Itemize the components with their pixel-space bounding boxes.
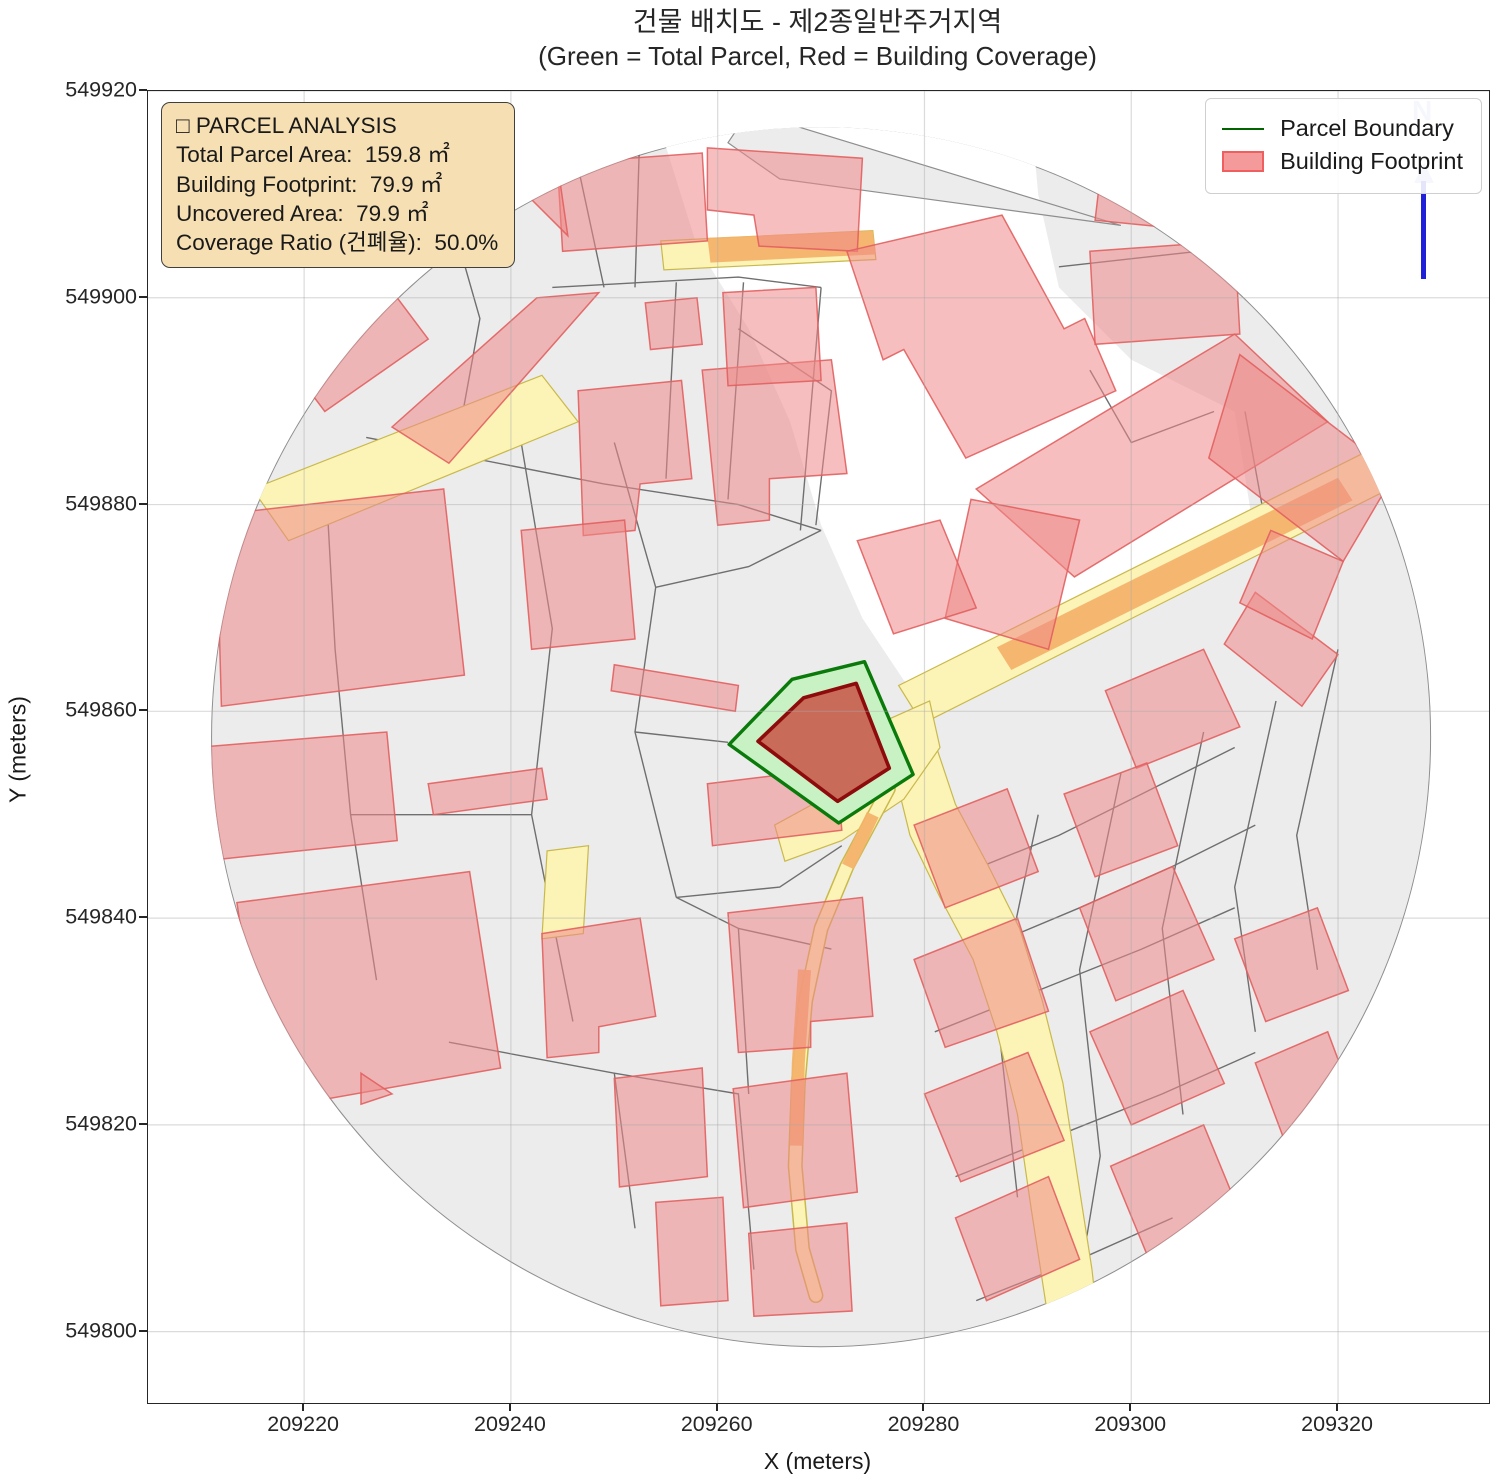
building-footprint [1233, 906, 1350, 1023]
road-building-overlap [842, 811, 879, 870]
building-footprint [706, 147, 864, 253]
legend-item-building-footprint: Building Footprint [1222, 148, 1463, 175]
building-footprint [913, 787, 1040, 909]
building-footprint [1089, 240, 1241, 346]
parcel-line [676, 845, 843, 899]
building-footprint [654, 1196, 729, 1307]
x-tick-label: 209240 [474, 1412, 546, 1436]
building-footprint [1104, 648, 1241, 770]
road-building-overlap [996, 477, 1353, 670]
x-tick-mark [302, 1403, 305, 1411]
target-building-footprint [756, 681, 892, 804]
building-footprint [556, 152, 709, 253]
x-tick-label: 209320 [1301, 1412, 1373, 1436]
y-tick-mark [139, 1329, 147, 1332]
building-footprint [954, 1175, 1081, 1302]
x-tick-mark [1336, 1403, 1339, 1411]
y-axis-label: Y (meters) [4, 696, 31, 803]
building-footprint [1063, 762, 1179, 878]
building-footprint [541, 917, 657, 1059]
building-footprint [1238, 529, 1345, 641]
y-tick-label: 549880 [65, 491, 137, 516]
building-footprint [856, 519, 978, 635]
y-tick-mark [139, 295, 147, 298]
y-tick-label: 549820 [65, 1111, 137, 1136]
building-footprint [236, 870, 502, 1111]
building-footprint [913, 917, 1050, 1049]
parcel-line [634, 731, 729, 743]
building-footprint-patch-icon [1222, 151, 1265, 172]
road [541, 845, 590, 940]
building-footprint [610, 663, 740, 713]
building-footprint [644, 296, 704, 351]
building-footprint [1078, 865, 1215, 1002]
building-footprint [360, 1071, 394, 1106]
building-footprint [520, 519, 636, 651]
x-tick-mark [922, 1403, 925, 1411]
y-tick-mark [139, 709, 147, 712]
parcel-boundary-line-icon [1222, 127, 1265, 130]
y-tick-label: 549920 [65, 77, 137, 102]
y-tick-mark [139, 1122, 147, 1125]
parcel-line [552, 276, 822, 289]
map-layers [211, 127, 1432, 1348]
building-footprint [722, 286, 822, 387]
x-tick-mark [1129, 1403, 1132, 1411]
y-tick-label: 549860 [65, 697, 137, 722]
x-tick-mark [715, 1403, 718, 1411]
chart-title-line1: 건물 배치도 - 제2종일반주거지역 [632, 7, 1003, 37]
y-tick-mark [139, 502, 147, 505]
analysis-title: □ PARCEL ANALYSIS [176, 113, 397, 138]
building-footprint [427, 767, 548, 816]
y-tick-mark [139, 916, 147, 919]
legend-label-building-footprint: Building Footprint [1280, 148, 1463, 174]
building-footprint [215, 488, 466, 708]
y-tick-mark [139, 89, 147, 91]
x-tick-label: 209260 [680, 1412, 753, 1436]
building-footprint [747, 1222, 853, 1317]
x-tick-label: 209280 [887, 1412, 960, 1436]
analysis-total-area: Total Parcel Area: 159.8 ㎡ [176, 142, 450, 168]
parcel-map [148, 91, 1489, 1403]
analysis-building-footprint: Building Footprint: 79.9 ㎡ [176, 171, 443, 197]
building-footprint [701, 358, 848, 527]
building-footprint [732, 1072, 859, 1209]
legend: Parcel Boundary Building Footprint [1205, 98, 1482, 194]
y-tick-label: 549800 [65, 1318, 137, 1343]
building-footprint [923, 1051, 1066, 1183]
parcel-line [1233, 700, 1277, 1032]
building-footprint [211, 731, 399, 863]
parcel-line [366, 436, 822, 532]
parcel-line [655, 529, 822, 588]
y-tick-label: 549840 [65, 904, 137, 929]
building-footprint [845, 214, 1117, 459]
x-tick-label: 209300 [1094, 1412, 1167, 1436]
y-tick-label: 549900 [65, 284, 137, 309]
chart-title: 건물 배치도 - 제2종일반주거지역 (Green = Total Parcel… [147, 6, 1488, 72]
building-footprint [390, 291, 601, 465]
north-arrow-line [1421, 181, 1426, 279]
building-footprint [1088, 989, 1226, 1126]
x-tick-label: 209220 [267, 1412, 339, 1436]
analysis-coverage-ratio: Coverage Ratio (건폐율): 50.0% [176, 230, 499, 255]
analysis-uncovered-area: Uncovered Area: 79.9 ㎡ [176, 200, 429, 226]
chart-title-line2: (Green = Total Parcel, Red = Building Co… [538, 40, 1097, 71]
legend-item-parcel-boundary: Parcel Boundary [1222, 115, 1463, 142]
x-tick-mark [508, 1403, 511, 1411]
x-axis-label: X (meters) [763, 1448, 872, 1474]
building-footprint [613, 1067, 709, 1188]
legend-label-parcel-boundary: Parcel Boundary [1280, 115, 1454, 141]
building-footprint [727, 896, 874, 1054]
parcel-analysis-box: □ PARCEL ANALYSIS Total Parcel Area: 159.… [161, 102, 516, 269]
